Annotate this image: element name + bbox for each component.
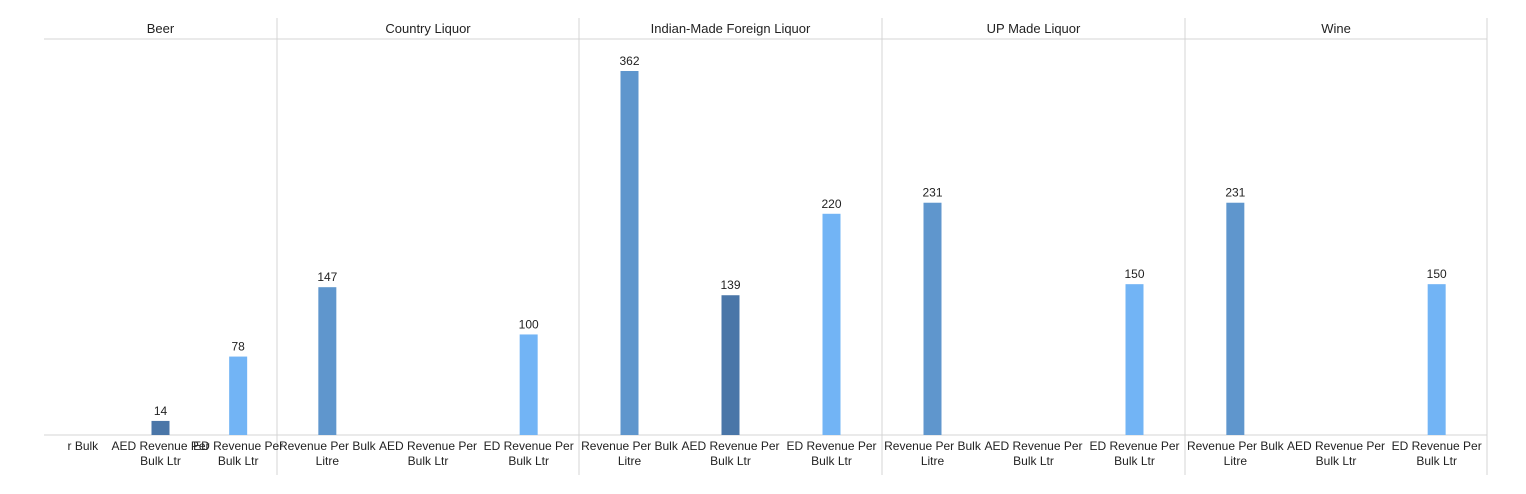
data-label: 220	[821, 197, 841, 211]
data-label: 231	[1225, 186, 1245, 200]
bar	[318, 287, 337, 435]
category-tick-label: Revenue Per Bulk Litre	[884, 439, 982, 468]
bar	[822, 213, 841, 435]
category-tick-label: Revenue Per Bulk Litre	[279, 439, 377, 468]
panel-title: Beer	[147, 21, 175, 36]
data-label: 150	[1124, 267, 1144, 281]
category-tick-label: ED Revenue Per Bulk Ltr	[484, 439, 574, 468]
category-tick-label: AED Revenue Per Bulk Ltr	[681, 439, 779, 468]
category-tick-label: ED Revenue Per Bulk Ltr	[193, 439, 283, 468]
bar	[151, 420, 170, 435]
data-label: 78	[231, 340, 245, 354]
data-label: 362	[619, 54, 639, 68]
panel-title: Country Liquor	[385, 21, 471, 36]
category-tick-label: AED Revenue Per Bulk Ltr	[1287, 439, 1385, 468]
bar	[519, 334, 538, 435]
category-tick-label: Revenue Per Bulk Litre	[581, 439, 679, 468]
bar	[620, 71, 639, 435]
bar	[721, 295, 740, 435]
bar	[1125, 284, 1144, 435]
panel-title: Wine	[1321, 21, 1351, 36]
data-label: 14	[154, 404, 168, 418]
category-tick-label: Revenue Per Bulk Litre	[1187, 439, 1285, 468]
category-tick-label: ED Revenue Per Bulk Ltr	[1392, 439, 1482, 468]
category-tick-label: ED Revenue Per Bulk Ltr	[1089, 439, 1179, 468]
data-label: 100	[519, 317, 539, 331]
data-label: 150	[1427, 267, 1447, 281]
data-label: 139	[720, 278, 740, 292]
bar	[1226, 202, 1245, 435]
panel-title: Indian-Made Foreign Liquor	[651, 21, 811, 36]
data-label: 147	[317, 270, 337, 284]
data-label: 231	[922, 186, 942, 200]
bar	[1427, 284, 1446, 435]
category-tick-label: AED Revenue Per Bulk Ltr	[984, 439, 1082, 468]
bar	[923, 202, 942, 435]
category-tick-label: AED Revenue Per Bulk Ltr	[379, 439, 477, 468]
bar	[229, 356, 248, 435]
panel-title: UP Made Liquor	[987, 21, 1081, 36]
category-tick-label: AED Revenue Per Bulk Ltr	[111, 439, 209, 468]
category-tick-label: ED Revenue Per Bulk Ltr	[786, 439, 876, 468]
category-tick-label: r Bulk	[67, 439, 99, 453]
